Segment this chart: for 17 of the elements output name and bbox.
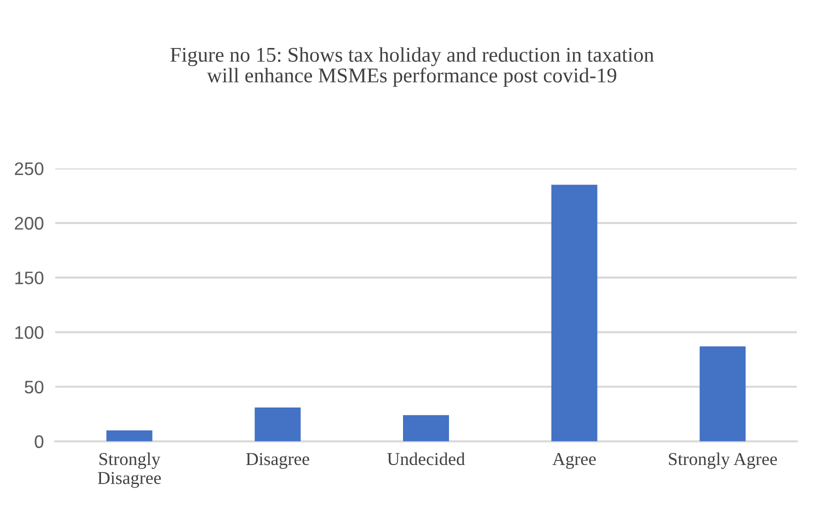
bar — [254, 408, 301, 442]
bar — [551, 184, 598, 442]
y-tick-label: 100 — [15, 326, 44, 339]
x-tick-label: Agree — [552, 453, 596, 469]
y-tick-label: 50 — [24, 380, 44, 394]
chart-title: Figure no 15: Shows tax holiday and reduction in taxation will enhance MSMEs performance post covid-19 — [170, 47, 654, 87]
y-tick-label: 200 — [14, 216, 44, 230]
bar — [106, 430, 152, 442]
x-tick-label: Disagree — [246, 452, 310, 469]
x-tick-label: Strongly Disagree — [98, 452, 161, 488]
y-tick-label: 250 — [14, 162, 44, 176]
bar — [403, 415, 449, 442]
y-tick-label: 0 — [34, 435, 44, 448]
x-tick-label: Undecided — [387, 452, 465, 466]
y-tick-label: 150 — [15, 272, 44, 284]
x-tick-label: Strongly Agree — [668, 452, 777, 469]
bar — [700, 346, 746, 442]
